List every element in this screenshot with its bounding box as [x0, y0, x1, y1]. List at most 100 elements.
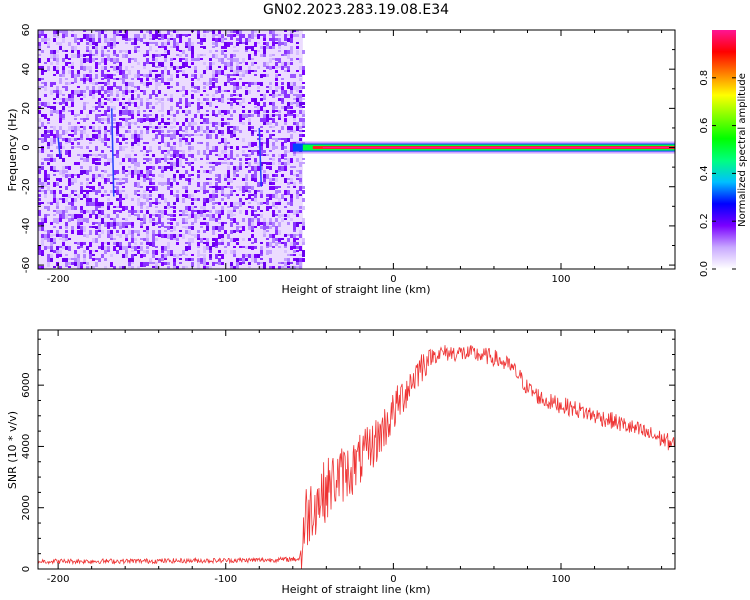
noise-cell: [203, 30, 206, 33]
noise-cell: [287, 162, 290, 165]
noise-cell: [44, 86, 47, 91]
noise-cell: [254, 42, 257, 47]
noise-cell: [296, 58, 299, 60]
noise-cell: [221, 226, 224, 230]
noise-cell: [134, 162, 137, 167]
noise-cell: [95, 90, 98, 93]
noise-cell: [188, 142, 191, 145]
noise-cell: [302, 134, 305, 137]
noise-cell: [110, 86, 113, 90]
noise-cell: [56, 58, 59, 62]
noise-cell: [107, 206, 110, 210]
noise-cell: [251, 214, 254, 216]
noise-cell: [173, 210, 176, 213]
noise-cell: [221, 138, 224, 143]
noise-cell: [149, 106, 152, 109]
noise-cell: [104, 134, 107, 138]
noise-cell: [293, 254, 296, 256]
noise-cell: [254, 194, 257, 198]
noise-cell: [266, 174, 269, 179]
noise-cell: [182, 122, 185, 126]
noise-cell: [299, 230, 302, 235]
noise-cell: [218, 70, 221, 75]
noise-cell: [86, 210, 89, 213]
noise-cell: [113, 42, 116, 47]
noise-cell: [50, 230, 53, 233]
noise-cell: [53, 138, 56, 143]
noise-cell: [152, 166, 155, 170]
noise-cell: [254, 246, 257, 249]
noise-cell: [251, 254, 254, 258]
noise-cell: [218, 110, 221, 115]
noise-cell: [272, 54, 275, 56]
noise-cell: [239, 94, 242, 97]
noise-cell: [236, 266, 239, 269]
noise-cell: [239, 102, 242, 106]
noise-cell: [80, 146, 83, 149]
noise-cell: [83, 82, 86, 84]
noise-cell: [44, 158, 47, 161]
noise-cell: [176, 234, 179, 239]
noise-cell: [209, 134, 212, 139]
noise-cell: [77, 246, 80, 249]
noise-cell: [50, 106, 53, 109]
noise-cell: [275, 38, 278, 41]
noise-cell: [65, 254, 68, 256]
noise-cell: [290, 102, 293, 105]
noise-cell: [302, 114, 305, 117]
noise-cell: [47, 174, 50, 179]
noise-cell: [89, 78, 92, 83]
noise-cell: [248, 122, 251, 125]
noise-cell: [185, 142, 188, 145]
noise-cell: [290, 262, 293, 264]
noise-cell: [212, 46, 215, 48]
noise-cell: [56, 110, 59, 114]
noise-cell: [71, 62, 74, 66]
figure-title: GN02.2023.283.19.08.E34: [263, 2, 449, 18]
noise-cell: [128, 114, 131, 116]
noise-cell: [287, 82, 290, 87]
noise-cell: [98, 106, 101, 108]
noise-cell: [212, 198, 215, 201]
noise-cell: [152, 154, 155, 157]
noise-cell: [80, 198, 83, 200]
noise-cell: [272, 106, 275, 111]
noise-cell: [56, 246, 59, 251]
noise-cell: [188, 146, 191, 151]
noise-cell: [197, 214, 200, 219]
noise-cell: [149, 162, 152, 164]
noise-cell: [254, 98, 257, 102]
noise-cell: [119, 142, 122, 145]
noise-cell: [167, 178, 170, 182]
noise-cell: [53, 102, 56, 104]
noise-cell: [95, 118, 98, 121]
noise-cell: [83, 250, 86, 253]
noise-cell: [251, 62, 254, 66]
noise-cell: [278, 154, 281, 157]
noise-cell: [50, 190, 53, 194]
noise-cell: [92, 58, 95, 62]
noise-cell: [68, 98, 71, 101]
noise-cell: [107, 230, 110, 235]
noise-cell: [188, 214, 191, 219]
noise-cell: [293, 82, 296, 86]
noise-cell: [62, 114, 65, 118]
noise-cell: [53, 242, 56, 244]
noise-cell: [221, 222, 224, 226]
colorbar-tick-label: 0.0: [699, 261, 710, 277]
noise-cell: [146, 170, 149, 175]
noise-cell: [77, 90, 80, 94]
noise-cell: [71, 74, 74, 78]
noise-cell: [89, 138, 92, 141]
noise-cell: [104, 58, 107, 63]
noise-cell: [218, 98, 221, 102]
spectrogram-xtick-label: 100: [551, 274, 570, 285]
noise-cell: [62, 194, 65, 197]
noise-cell: [197, 98, 200, 101]
noise-cell: [302, 118, 305, 123]
noise-cell: [266, 230, 269, 232]
noise-cell: [296, 190, 299, 194]
spectrogram-ylabel: Frequency (Hz): [6, 109, 19, 192]
noise-cell: [65, 30, 68, 35]
noise-cell: [209, 162, 212, 164]
